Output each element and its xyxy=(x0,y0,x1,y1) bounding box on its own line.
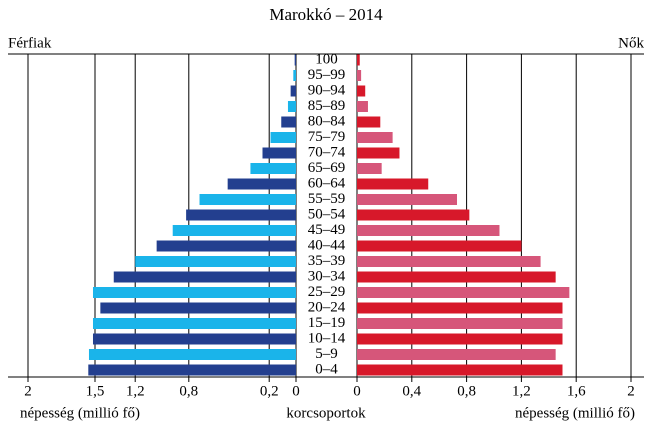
bar xyxy=(357,116,381,128)
bar xyxy=(100,302,296,314)
bar xyxy=(357,132,393,143)
category-label: 100 xyxy=(315,51,338,67)
bar xyxy=(92,333,297,345)
x-center-label: korcsoportok xyxy=(286,405,366,421)
x-right-tick-label: 0 xyxy=(353,383,361,399)
x-right-label: népesség (millió fő) xyxy=(515,405,635,421)
bar xyxy=(357,209,470,221)
category-column xyxy=(297,55,356,376)
bar xyxy=(357,271,556,283)
bar xyxy=(357,147,400,159)
bar xyxy=(250,163,296,174)
bar xyxy=(293,70,296,81)
bar xyxy=(357,54,360,66)
x-left-tick-label: 1,2 xyxy=(126,383,145,399)
bar xyxy=(270,132,296,143)
bar xyxy=(172,225,296,236)
bar xyxy=(88,349,296,360)
category-label: 25–29 xyxy=(308,284,346,300)
bar xyxy=(199,194,296,205)
bar xyxy=(357,364,563,376)
category-label: 55–59 xyxy=(308,191,346,207)
x-left-label: népesség (millió fő) xyxy=(20,405,140,421)
bar xyxy=(357,240,522,252)
x-right-tick-label: 2 xyxy=(627,383,635,399)
category-label: 60–64 xyxy=(308,175,346,191)
category-label: 80–84 xyxy=(308,113,346,129)
bar xyxy=(357,85,366,97)
bar xyxy=(357,194,458,205)
category-label: 20–24 xyxy=(308,299,346,315)
category-label: 65–69 xyxy=(308,160,346,176)
bar xyxy=(294,54,296,66)
x-right-tick-label: 0,8 xyxy=(457,383,476,399)
category-label: 70–74 xyxy=(308,144,346,160)
x-right-tick-label: 1,2 xyxy=(512,383,531,399)
category-label: 35–39 xyxy=(308,253,346,269)
bar xyxy=(357,70,362,81)
category-label: 10–14 xyxy=(308,330,346,346)
bar xyxy=(135,256,296,267)
x-right-tick-label: 0,4 xyxy=(402,383,421,399)
category-label: 95–99 xyxy=(308,67,346,83)
category-label: 50–54 xyxy=(308,206,346,222)
bar xyxy=(156,240,296,252)
category-label: 40–44 xyxy=(308,237,346,253)
left-series-name: Férfiak xyxy=(8,35,52,51)
bar xyxy=(357,178,429,190)
category-label: 0–4 xyxy=(315,361,338,377)
bar xyxy=(357,225,500,236)
bar xyxy=(357,302,563,314)
bar xyxy=(186,209,296,221)
category-label: 90–94 xyxy=(308,82,346,98)
bar xyxy=(287,101,296,112)
right-series-name: Nők xyxy=(618,35,644,51)
bar xyxy=(281,116,296,128)
category-label: 30–34 xyxy=(308,268,346,284)
bar xyxy=(357,349,556,360)
category-label: 75–79 xyxy=(308,129,346,145)
x-left-tick-label: 0 xyxy=(292,383,300,399)
x-right-tick-label: 1,6 xyxy=(567,383,586,399)
category-label: 15–19 xyxy=(308,315,346,331)
bar xyxy=(92,287,297,298)
bar xyxy=(227,178,296,190)
bar xyxy=(92,318,297,329)
x-left-tick-label: 0,2 xyxy=(260,383,279,399)
bar xyxy=(113,271,296,283)
bar xyxy=(357,287,570,298)
x-left-tick-label: 1,5 xyxy=(86,383,105,399)
x-left-tick-label: 0,8 xyxy=(179,383,198,399)
bar xyxy=(357,333,563,345)
bar xyxy=(357,101,368,112)
chart-title: Marokkó – 2014 xyxy=(269,5,383,24)
bar xyxy=(290,85,296,97)
category-label: 85–89 xyxy=(308,98,346,114)
category-label: 45–49 xyxy=(308,222,346,238)
bar xyxy=(357,163,382,174)
category-label: 5–9 xyxy=(315,346,338,362)
bar xyxy=(262,147,296,159)
bar xyxy=(357,318,563,329)
bar xyxy=(357,256,541,267)
bar xyxy=(88,364,296,376)
x-left-tick-label: 2 xyxy=(24,383,32,399)
